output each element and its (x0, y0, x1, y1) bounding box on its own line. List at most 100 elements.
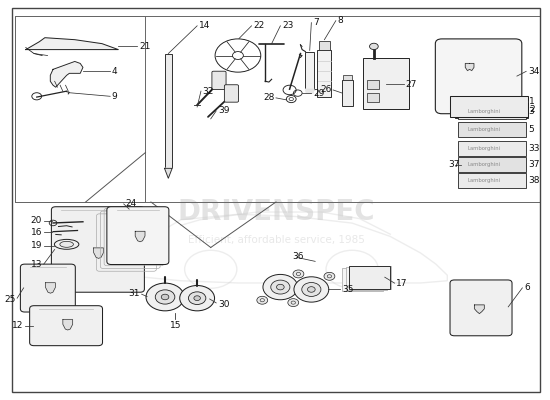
Circle shape (307, 287, 315, 292)
Circle shape (302, 282, 321, 296)
Polygon shape (164, 168, 172, 178)
Ellipse shape (60, 241, 73, 247)
Polygon shape (305, 89, 314, 93)
FancyBboxPatch shape (20, 264, 75, 312)
Text: 23: 23 (282, 21, 293, 30)
Text: 32: 32 (202, 87, 214, 96)
FancyBboxPatch shape (450, 280, 512, 336)
Polygon shape (475, 305, 485, 314)
Circle shape (263, 274, 298, 300)
Text: 36: 36 (292, 252, 304, 261)
Circle shape (146, 283, 184, 311)
Text: 22: 22 (253, 21, 265, 30)
Text: 16: 16 (31, 228, 42, 237)
Bar (317, 50, 332, 97)
Circle shape (288, 299, 299, 306)
Bar (346, 267, 387, 290)
Text: 17: 17 (396, 280, 408, 288)
FancyBboxPatch shape (51, 207, 145, 292)
Text: 39: 39 (218, 106, 229, 116)
FancyBboxPatch shape (30, 306, 102, 346)
Circle shape (271, 280, 290, 294)
Text: Efficient, affordable service, 1985: Efficient, affordable service, 1985 (188, 234, 365, 244)
Bar (342, 80, 353, 106)
Text: 27: 27 (405, 80, 417, 88)
Polygon shape (465, 64, 474, 70)
Text: DRIVENSPEC: DRIVENSPEC (177, 198, 375, 226)
FancyBboxPatch shape (224, 85, 239, 102)
Text: 9: 9 (112, 92, 118, 101)
Text: 24: 24 (125, 199, 136, 208)
Bar (458, 157, 526, 172)
Text: 25: 25 (4, 295, 16, 304)
Text: 1: 1 (530, 97, 535, 106)
Text: Lamborghini: Lamborghini (468, 109, 501, 114)
Polygon shape (94, 248, 103, 258)
Bar (343, 75, 352, 80)
Text: Lamborghini: Lamborghini (468, 146, 501, 151)
Bar (319, 41, 330, 50)
Circle shape (194, 296, 200, 300)
Bar (15, 16, 540, 202)
Circle shape (324, 272, 335, 280)
Text: 7: 7 (313, 18, 319, 27)
Circle shape (161, 294, 169, 300)
Bar (164, 54, 172, 168)
Text: 4: 4 (112, 67, 117, 76)
Circle shape (180, 286, 214, 311)
Bar (367, 80, 380, 89)
FancyBboxPatch shape (436, 39, 522, 114)
Bar (450, 96, 528, 117)
Circle shape (155, 290, 175, 304)
Circle shape (277, 284, 284, 290)
Text: 2: 2 (530, 105, 535, 114)
Text: 33: 33 (528, 144, 540, 153)
Bar (367, 93, 380, 102)
Circle shape (189, 292, 206, 304)
Text: 21: 21 (139, 42, 150, 51)
Text: 35: 35 (342, 285, 353, 294)
Text: 8: 8 (338, 16, 343, 25)
Text: 3: 3 (528, 107, 534, 116)
Text: Lamborghini: Lamborghini (468, 128, 501, 132)
Text: 29: 29 (313, 89, 324, 98)
Text: 30: 30 (218, 300, 229, 309)
Polygon shape (46, 283, 56, 293)
Polygon shape (26, 38, 118, 50)
Bar (458, 173, 526, 188)
Text: 14: 14 (199, 21, 210, 30)
Text: 28: 28 (263, 93, 274, 102)
Text: 26: 26 (320, 86, 332, 94)
FancyBboxPatch shape (107, 207, 169, 264)
Text: 19: 19 (31, 241, 42, 250)
Text: 15: 15 (169, 321, 181, 330)
Text: 38: 38 (528, 176, 540, 185)
Circle shape (293, 270, 304, 278)
Text: 34: 34 (528, 67, 539, 76)
Bar (363, 58, 409, 109)
Circle shape (294, 277, 329, 302)
Polygon shape (63, 320, 73, 330)
Circle shape (257, 296, 268, 304)
Polygon shape (50, 62, 83, 87)
Text: 37: 37 (448, 160, 460, 169)
Text: Lamborghini: Lamborghini (468, 162, 501, 167)
Polygon shape (135, 231, 145, 242)
Text: 12: 12 (12, 321, 23, 330)
Bar (458, 104, 526, 119)
Text: 13: 13 (31, 260, 42, 269)
Bar (455, 99, 528, 118)
Circle shape (370, 43, 378, 50)
Bar (349, 266, 390, 289)
Bar (305, 52, 314, 89)
Text: Lamborghini: Lamborghini (468, 178, 501, 183)
FancyBboxPatch shape (212, 71, 226, 90)
Bar (350, 266, 390, 289)
Text: 5: 5 (528, 126, 534, 134)
Bar (15, 16, 146, 202)
Bar (458, 141, 526, 156)
Text: 20: 20 (31, 216, 42, 225)
Text: 37: 37 (528, 160, 540, 169)
Text: 31: 31 (129, 288, 140, 298)
Bar (458, 122, 526, 138)
